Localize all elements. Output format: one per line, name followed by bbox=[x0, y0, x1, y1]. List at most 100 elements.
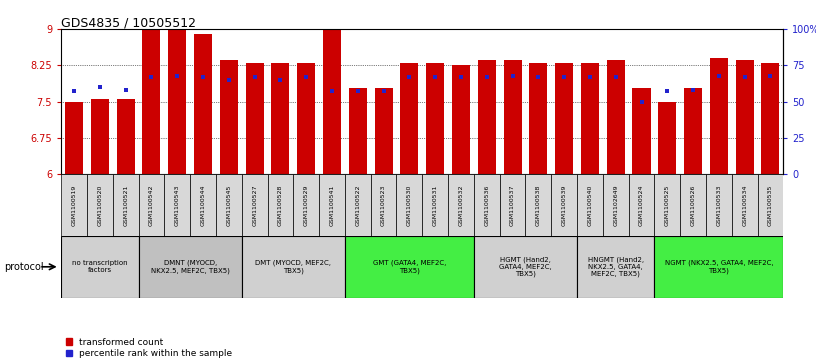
FancyBboxPatch shape bbox=[293, 174, 319, 236]
Point bbox=[222, 77, 235, 83]
FancyBboxPatch shape bbox=[706, 174, 732, 236]
Text: GDS4835 / 10505512: GDS4835 / 10505512 bbox=[61, 16, 196, 29]
Text: GSM1100540: GSM1100540 bbox=[588, 184, 592, 226]
Text: GSM1100528: GSM1100528 bbox=[278, 184, 283, 226]
Text: GSM1100520: GSM1100520 bbox=[97, 184, 102, 226]
Bar bbox=[452, 65, 470, 174]
FancyBboxPatch shape bbox=[577, 236, 654, 298]
Text: GSM1100544: GSM1100544 bbox=[201, 184, 206, 226]
FancyBboxPatch shape bbox=[190, 174, 216, 236]
Text: DMNT (MYOCD,
NKX2.5, MEF2C, TBX5): DMNT (MYOCD, NKX2.5, MEF2C, TBX5) bbox=[151, 260, 229, 274]
FancyBboxPatch shape bbox=[345, 236, 474, 298]
FancyBboxPatch shape bbox=[552, 174, 577, 236]
Point bbox=[145, 74, 158, 80]
FancyBboxPatch shape bbox=[681, 174, 706, 236]
Point bbox=[351, 89, 364, 94]
Bar bbox=[530, 63, 548, 174]
Point bbox=[610, 74, 623, 80]
Bar bbox=[65, 102, 83, 174]
Text: GSM1100522: GSM1100522 bbox=[355, 184, 361, 226]
Bar bbox=[659, 102, 676, 174]
FancyBboxPatch shape bbox=[499, 174, 526, 236]
FancyBboxPatch shape bbox=[87, 174, 113, 236]
FancyBboxPatch shape bbox=[526, 174, 552, 236]
Bar bbox=[606, 61, 625, 174]
Point bbox=[455, 74, 468, 80]
Point bbox=[686, 87, 699, 93]
Text: GSM1100533: GSM1100533 bbox=[716, 184, 721, 226]
Bar bbox=[194, 34, 212, 174]
Text: GSM1100523: GSM1100523 bbox=[381, 184, 386, 226]
Bar bbox=[736, 61, 754, 174]
FancyBboxPatch shape bbox=[423, 174, 448, 236]
Text: GSM1100537: GSM1100537 bbox=[510, 184, 515, 226]
FancyBboxPatch shape bbox=[732, 174, 757, 236]
Point bbox=[326, 89, 339, 94]
Text: protocol: protocol bbox=[4, 262, 44, 272]
Bar bbox=[581, 63, 599, 174]
Bar bbox=[684, 88, 702, 174]
FancyBboxPatch shape bbox=[370, 174, 397, 236]
Bar bbox=[91, 99, 109, 174]
Point bbox=[274, 77, 287, 83]
Bar bbox=[246, 63, 264, 174]
Bar bbox=[272, 63, 290, 174]
Point bbox=[661, 89, 674, 94]
Legend: transformed count, percentile rank within the sample: transformed count, percentile rank withi… bbox=[66, 338, 233, 359]
Bar bbox=[401, 63, 419, 174]
Point bbox=[403, 74, 416, 80]
Point bbox=[119, 87, 132, 93]
Text: GSM1100530: GSM1100530 bbox=[407, 184, 412, 226]
Text: GSM1100545: GSM1100545 bbox=[226, 184, 232, 226]
Bar bbox=[220, 61, 238, 174]
Text: GSM1102649: GSM1102649 bbox=[613, 184, 619, 226]
Text: GSM1100529: GSM1100529 bbox=[304, 184, 308, 226]
Text: GSM1100519: GSM1100519 bbox=[72, 184, 77, 226]
Point bbox=[68, 89, 81, 94]
Bar bbox=[761, 63, 779, 174]
Point bbox=[481, 74, 494, 80]
Text: NGMT (NKX2.5, GATA4, MEF2C,
TBX5): NGMT (NKX2.5, GATA4, MEF2C, TBX5) bbox=[664, 260, 774, 274]
Bar bbox=[375, 88, 392, 174]
Point bbox=[583, 74, 596, 80]
Bar bbox=[555, 63, 573, 174]
Text: GSM1100543: GSM1100543 bbox=[175, 184, 180, 226]
FancyBboxPatch shape bbox=[345, 174, 370, 236]
Bar bbox=[477, 61, 496, 174]
FancyBboxPatch shape bbox=[577, 174, 603, 236]
Point bbox=[248, 74, 261, 80]
Text: GSM1100538: GSM1100538 bbox=[536, 184, 541, 226]
Bar bbox=[168, 29, 186, 174]
FancyBboxPatch shape bbox=[164, 174, 190, 236]
Bar bbox=[503, 61, 521, 174]
Text: DMT (MYOCD, MEF2C,
TBX5): DMT (MYOCD, MEF2C, TBX5) bbox=[255, 260, 331, 274]
Bar bbox=[117, 99, 135, 174]
Text: no transcription
factors: no transcription factors bbox=[72, 260, 127, 273]
Point bbox=[764, 73, 777, 78]
Bar bbox=[143, 29, 161, 174]
Point bbox=[197, 74, 210, 80]
Bar bbox=[632, 88, 650, 174]
FancyBboxPatch shape bbox=[61, 236, 139, 298]
Text: GSM1100526: GSM1100526 bbox=[690, 184, 695, 226]
FancyBboxPatch shape bbox=[654, 236, 783, 298]
FancyBboxPatch shape bbox=[61, 174, 87, 236]
FancyBboxPatch shape bbox=[113, 174, 139, 236]
Bar bbox=[323, 29, 341, 174]
Point bbox=[557, 74, 570, 80]
Text: GMT (GATA4, MEF2C,
TBX5): GMT (GATA4, MEF2C, TBX5) bbox=[373, 260, 446, 274]
FancyBboxPatch shape bbox=[242, 236, 345, 298]
Point bbox=[532, 74, 545, 80]
FancyBboxPatch shape bbox=[319, 174, 345, 236]
Point bbox=[506, 73, 519, 78]
Text: GSM1100521: GSM1100521 bbox=[123, 184, 128, 226]
Text: GSM1100532: GSM1100532 bbox=[459, 184, 463, 226]
Text: GSM1100539: GSM1100539 bbox=[561, 184, 566, 226]
Text: GSM1100536: GSM1100536 bbox=[484, 184, 490, 226]
Text: GSM1100524: GSM1100524 bbox=[639, 184, 644, 226]
Bar bbox=[426, 63, 444, 174]
FancyBboxPatch shape bbox=[628, 174, 654, 236]
FancyBboxPatch shape bbox=[603, 174, 628, 236]
FancyBboxPatch shape bbox=[397, 174, 423, 236]
Text: GSM1100542: GSM1100542 bbox=[149, 184, 154, 226]
